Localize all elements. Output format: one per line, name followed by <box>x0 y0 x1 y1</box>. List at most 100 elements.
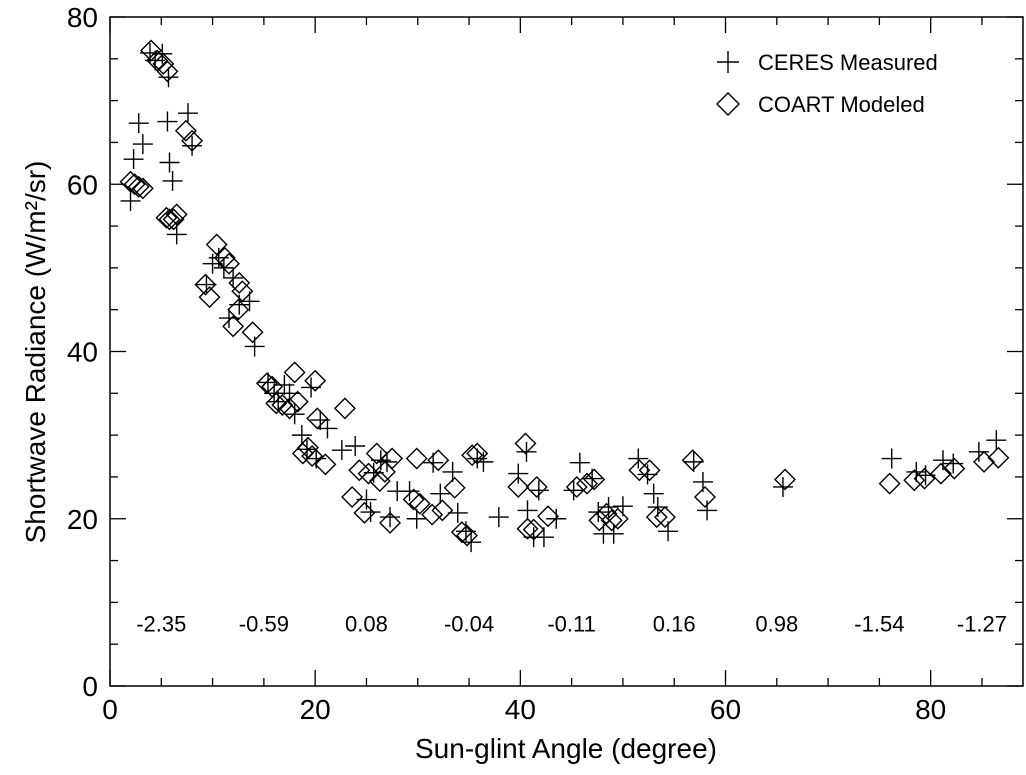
x-tick-label: 40 <box>505 694 536 725</box>
ceres-point <box>447 502 468 523</box>
coart-point <box>278 397 301 420</box>
coart-point <box>774 468 796 491</box>
correlation-annotation: -1.27 <box>957 611 1007 636</box>
correlation-annotation: -2.35 <box>136 611 186 636</box>
ceres-point <box>162 170 183 191</box>
coart-point <box>140 39 163 62</box>
coart-point <box>165 203 188 226</box>
coart-point <box>606 507 629 530</box>
ceres-point <box>120 190 141 211</box>
coart-point <box>348 459 371 482</box>
ceres-point <box>360 502 381 523</box>
ceres-point <box>406 508 427 529</box>
ceres-point <box>380 507 401 528</box>
ceres-point <box>603 523 624 544</box>
coart-point <box>265 392 288 415</box>
ceres-point <box>182 135 203 156</box>
coart-point <box>525 475 548 498</box>
legend-item-coart: COART Modeled <box>716 92 925 117</box>
ceres-point <box>196 274 217 295</box>
ceres-point <box>430 483 451 504</box>
ceres-point <box>528 480 549 501</box>
coart-point <box>913 467 936 490</box>
coart-point <box>304 369 327 392</box>
coart-point <box>443 476 466 499</box>
coart-point <box>681 449 704 472</box>
coart-point <box>461 444 484 467</box>
ceres-point <box>152 43 173 64</box>
ceres-point <box>132 134 153 155</box>
legend-plus-mark <box>717 51 739 73</box>
coart-point <box>181 129 204 152</box>
correlation-annotation: -0.59 <box>239 611 289 636</box>
coart-point <box>878 472 901 495</box>
ceres-point <box>177 103 198 124</box>
coart-point <box>357 462 380 485</box>
x-tick-label: 0 <box>102 694 118 725</box>
coart-point <box>152 52 175 75</box>
coart-point <box>693 486 716 508</box>
correlation-annotation: -1.54 <box>854 611 904 636</box>
coart-point <box>228 271 251 294</box>
coart-point <box>231 280 254 303</box>
coart-point <box>450 521 473 544</box>
coart-point <box>583 468 606 491</box>
ceres-point <box>223 267 244 288</box>
ceres-point <box>569 452 590 473</box>
ceres-point <box>697 500 718 521</box>
coart-point <box>174 119 197 142</box>
x-tick-label: 60 <box>710 694 741 725</box>
ceres-point <box>291 425 312 446</box>
coart-point <box>638 459 661 482</box>
coart-point <box>123 173 146 196</box>
x-tick-label: 80 <box>915 694 946 725</box>
correlation-annotation: 0.08 <box>345 611 388 636</box>
coart-point <box>353 501 376 524</box>
ceres-point <box>158 67 179 88</box>
coart-point <box>516 517 539 540</box>
x-axis-title: Sun-glint Angle (degree) <box>415 733 717 764</box>
coart-point <box>368 470 391 493</box>
ceres-point <box>123 149 144 170</box>
legend-label-ceres: CERES Measured <box>758 50 938 75</box>
coart-point <box>903 469 926 492</box>
coart-point <box>373 460 396 483</box>
y-tick-label: 60 <box>67 169 98 200</box>
coart-point <box>402 488 425 511</box>
coart-point <box>198 286 221 309</box>
data-points <box>119 39 1010 553</box>
legend-diamond-mark <box>716 92 740 116</box>
coart-point <box>283 361 306 384</box>
ceres-point <box>467 448 488 469</box>
ceres-point <box>968 441 989 462</box>
coart-point <box>537 505 560 528</box>
legend-label-coart: COART Modeled <box>758 92 925 117</box>
coart-point <box>291 442 314 465</box>
ceres-point <box>317 418 338 439</box>
ceres-point <box>157 111 178 132</box>
coart-point <box>271 394 294 417</box>
ceres-point <box>345 435 366 456</box>
coart-point <box>222 315 245 338</box>
plot-frame <box>109 16 1024 687</box>
coart-point <box>194 273 217 296</box>
legend-plus-symbol <box>717 51 739 73</box>
coart-point <box>588 509 611 532</box>
correlation-annotation: -0.04 <box>444 611 494 636</box>
coart-point <box>156 60 179 83</box>
tick-labels: 0 20 40 60 80 0 20 40 60 80 <box>67 2 946 725</box>
ceres-point <box>274 374 295 395</box>
correlation-annotation: -0.11 <box>547 611 596 636</box>
ceres-point <box>473 451 494 472</box>
coart-point <box>929 462 952 485</box>
ceres-point <box>517 500 538 521</box>
coart-point <box>522 518 545 541</box>
coart-point <box>365 442 388 465</box>
coart-point <box>333 397 356 420</box>
y-tick-label: 80 <box>67 2 98 33</box>
coart-point <box>218 252 240 275</box>
coart-point <box>162 208 185 231</box>
ceres-point <box>257 372 278 393</box>
ceres-point <box>533 527 554 548</box>
ceres-point <box>442 461 463 482</box>
